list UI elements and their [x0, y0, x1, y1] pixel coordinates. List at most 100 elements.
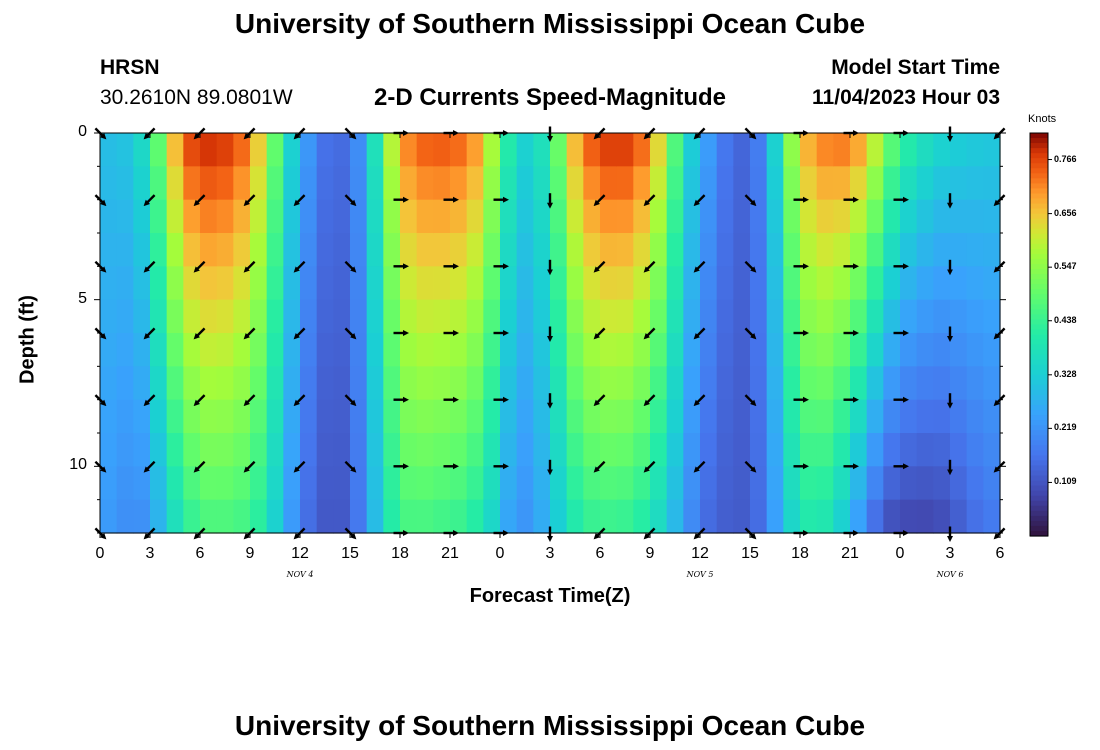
- colorbar-segment: [1030, 223, 1048, 230]
- heatmap-cell: [650, 399, 668, 434]
- colorbar-segment: [1030, 490, 1048, 497]
- heatmap-cell: [416, 266, 434, 301]
- heatmap-cell: [316, 433, 334, 467]
- heatmap-cell: [466, 499, 484, 534]
- heatmap-cell: [600, 433, 618, 467]
- heatmap-cell: [166, 266, 184, 301]
- colorbar-segment: [1030, 465, 1048, 472]
- heatmap-cell: [383, 333, 401, 367]
- heatmap-cell: [300, 199, 318, 234]
- heatmap-cell: [116, 199, 134, 234]
- heatmap-cell: [566, 233, 584, 267]
- heatmap-cell: [366, 199, 384, 234]
- heatmap-cell: [250, 399, 268, 434]
- heatmap-cell: [566, 333, 584, 367]
- heatmap-cell: [516, 499, 534, 534]
- current-vector-arrow: [293, 194, 306, 207]
- heatmap-cell: [750, 433, 768, 467]
- heatmap-cell: [533, 199, 551, 234]
- heatmap-cell: [716, 399, 734, 434]
- heatmap-cell: [300, 366, 318, 401]
- heatmap-cell: [250, 166, 268, 201]
- heatmap-cell: [883, 199, 901, 234]
- heatmap-cell: [100, 166, 118, 201]
- heatmap-cell: [966, 166, 984, 201]
- heatmap-cell: [433, 166, 451, 201]
- heatmap-cell: [450, 299, 468, 334]
- heatmap-cell: [116, 133, 134, 167]
- heatmap-cell: [950, 333, 968, 367]
- heatmap-cell: [150, 233, 168, 267]
- heatmap-cell: [416, 133, 434, 167]
- colorbar-segment: [1030, 480, 1048, 487]
- heatmap-cell: [833, 466, 851, 501]
- heatmap-cell: [266, 166, 284, 201]
- heatmap-cell: [833, 233, 851, 267]
- heatmap-cell: [783, 266, 801, 301]
- heatmap-cell: [800, 333, 818, 367]
- heatmap-cell: [466, 399, 484, 434]
- heatmap-cell: [616, 499, 634, 534]
- heatmap-cell: [900, 233, 918, 267]
- heatmap-cell: [816, 433, 834, 467]
- heatmap-cell: [183, 366, 201, 401]
- heatmap-cell: [950, 433, 968, 467]
- heatmap-cell: [216, 166, 234, 201]
- heatmap-cell: [433, 266, 451, 301]
- heatmap-cell: [916, 166, 934, 201]
- heatmap-cell: [750, 299, 768, 334]
- heatmap-cell: [516, 133, 534, 167]
- y-tick-label: 0: [78, 123, 87, 140]
- x-tick-label: 12: [691, 545, 709, 562]
- heatmap-cell: [950, 366, 968, 401]
- heatmap-cell: [666, 399, 684, 434]
- current-vector-arrow: [193, 194, 206, 207]
- heatmap-cell: [816, 333, 834, 367]
- heatmap-cell: [266, 199, 284, 234]
- colorbar-segment: [1030, 289, 1048, 295]
- heatmap-cell: [100, 266, 118, 301]
- heatmap-cell: [166, 399, 184, 434]
- heatmap-cell: [266, 299, 284, 334]
- heatmap-cell: [816, 199, 834, 234]
- heatmap-cell: [300, 233, 318, 267]
- heatmap-cell: [583, 333, 601, 367]
- heatmap-cell: [150, 366, 168, 401]
- heatmap-cell: [183, 399, 201, 434]
- heatmap-cell: [383, 366, 401, 401]
- heatmap-cell: [816, 399, 834, 434]
- heatmap-cell: [400, 166, 418, 201]
- heatmap-cell: [550, 366, 568, 401]
- heatmap-cell: [266, 499, 284, 534]
- heatmap-cell: [100, 499, 118, 534]
- colorbar-segment: [1030, 329, 1048, 336]
- heatmap-cell: [700, 333, 718, 367]
- colorbar-segment: [1030, 420, 1048, 426]
- heatmap-cell: [383, 433, 401, 467]
- heatmap-cell: [516, 166, 534, 201]
- heatmap-cell: [350, 499, 368, 534]
- heatmap-cell: [283, 299, 301, 334]
- heatmap-cell: [266, 366, 284, 401]
- x-tick-label: 6: [195, 545, 205, 562]
- heatmap-cell: [333, 366, 351, 401]
- heatmap-cell: [533, 333, 551, 367]
- heatmap-cell: [100, 299, 118, 334]
- heatmap-cell: [400, 133, 418, 167]
- heatmap-cell: [583, 199, 601, 234]
- heatmap-cell: [216, 333, 234, 367]
- heatmap-cell: [166, 366, 184, 401]
- heatmap-cell: [450, 233, 468, 267]
- heatmap-cell: [550, 266, 568, 301]
- heatmap-cell: [800, 133, 818, 167]
- heatmap-cell: [716, 133, 734, 167]
- heatmap-cell: [766, 433, 784, 467]
- heatmap-cell: [266, 399, 284, 434]
- heatmap-cell: [116, 499, 134, 534]
- current-vector-arrow: [143, 460, 156, 473]
- heatmap-cell: [300, 333, 318, 367]
- colorbar-segment: [1030, 520, 1048, 527]
- heatmap-cell: [183, 233, 201, 267]
- heatmap-cell: [733, 166, 751, 201]
- station-name: HRSN: [100, 56, 160, 79]
